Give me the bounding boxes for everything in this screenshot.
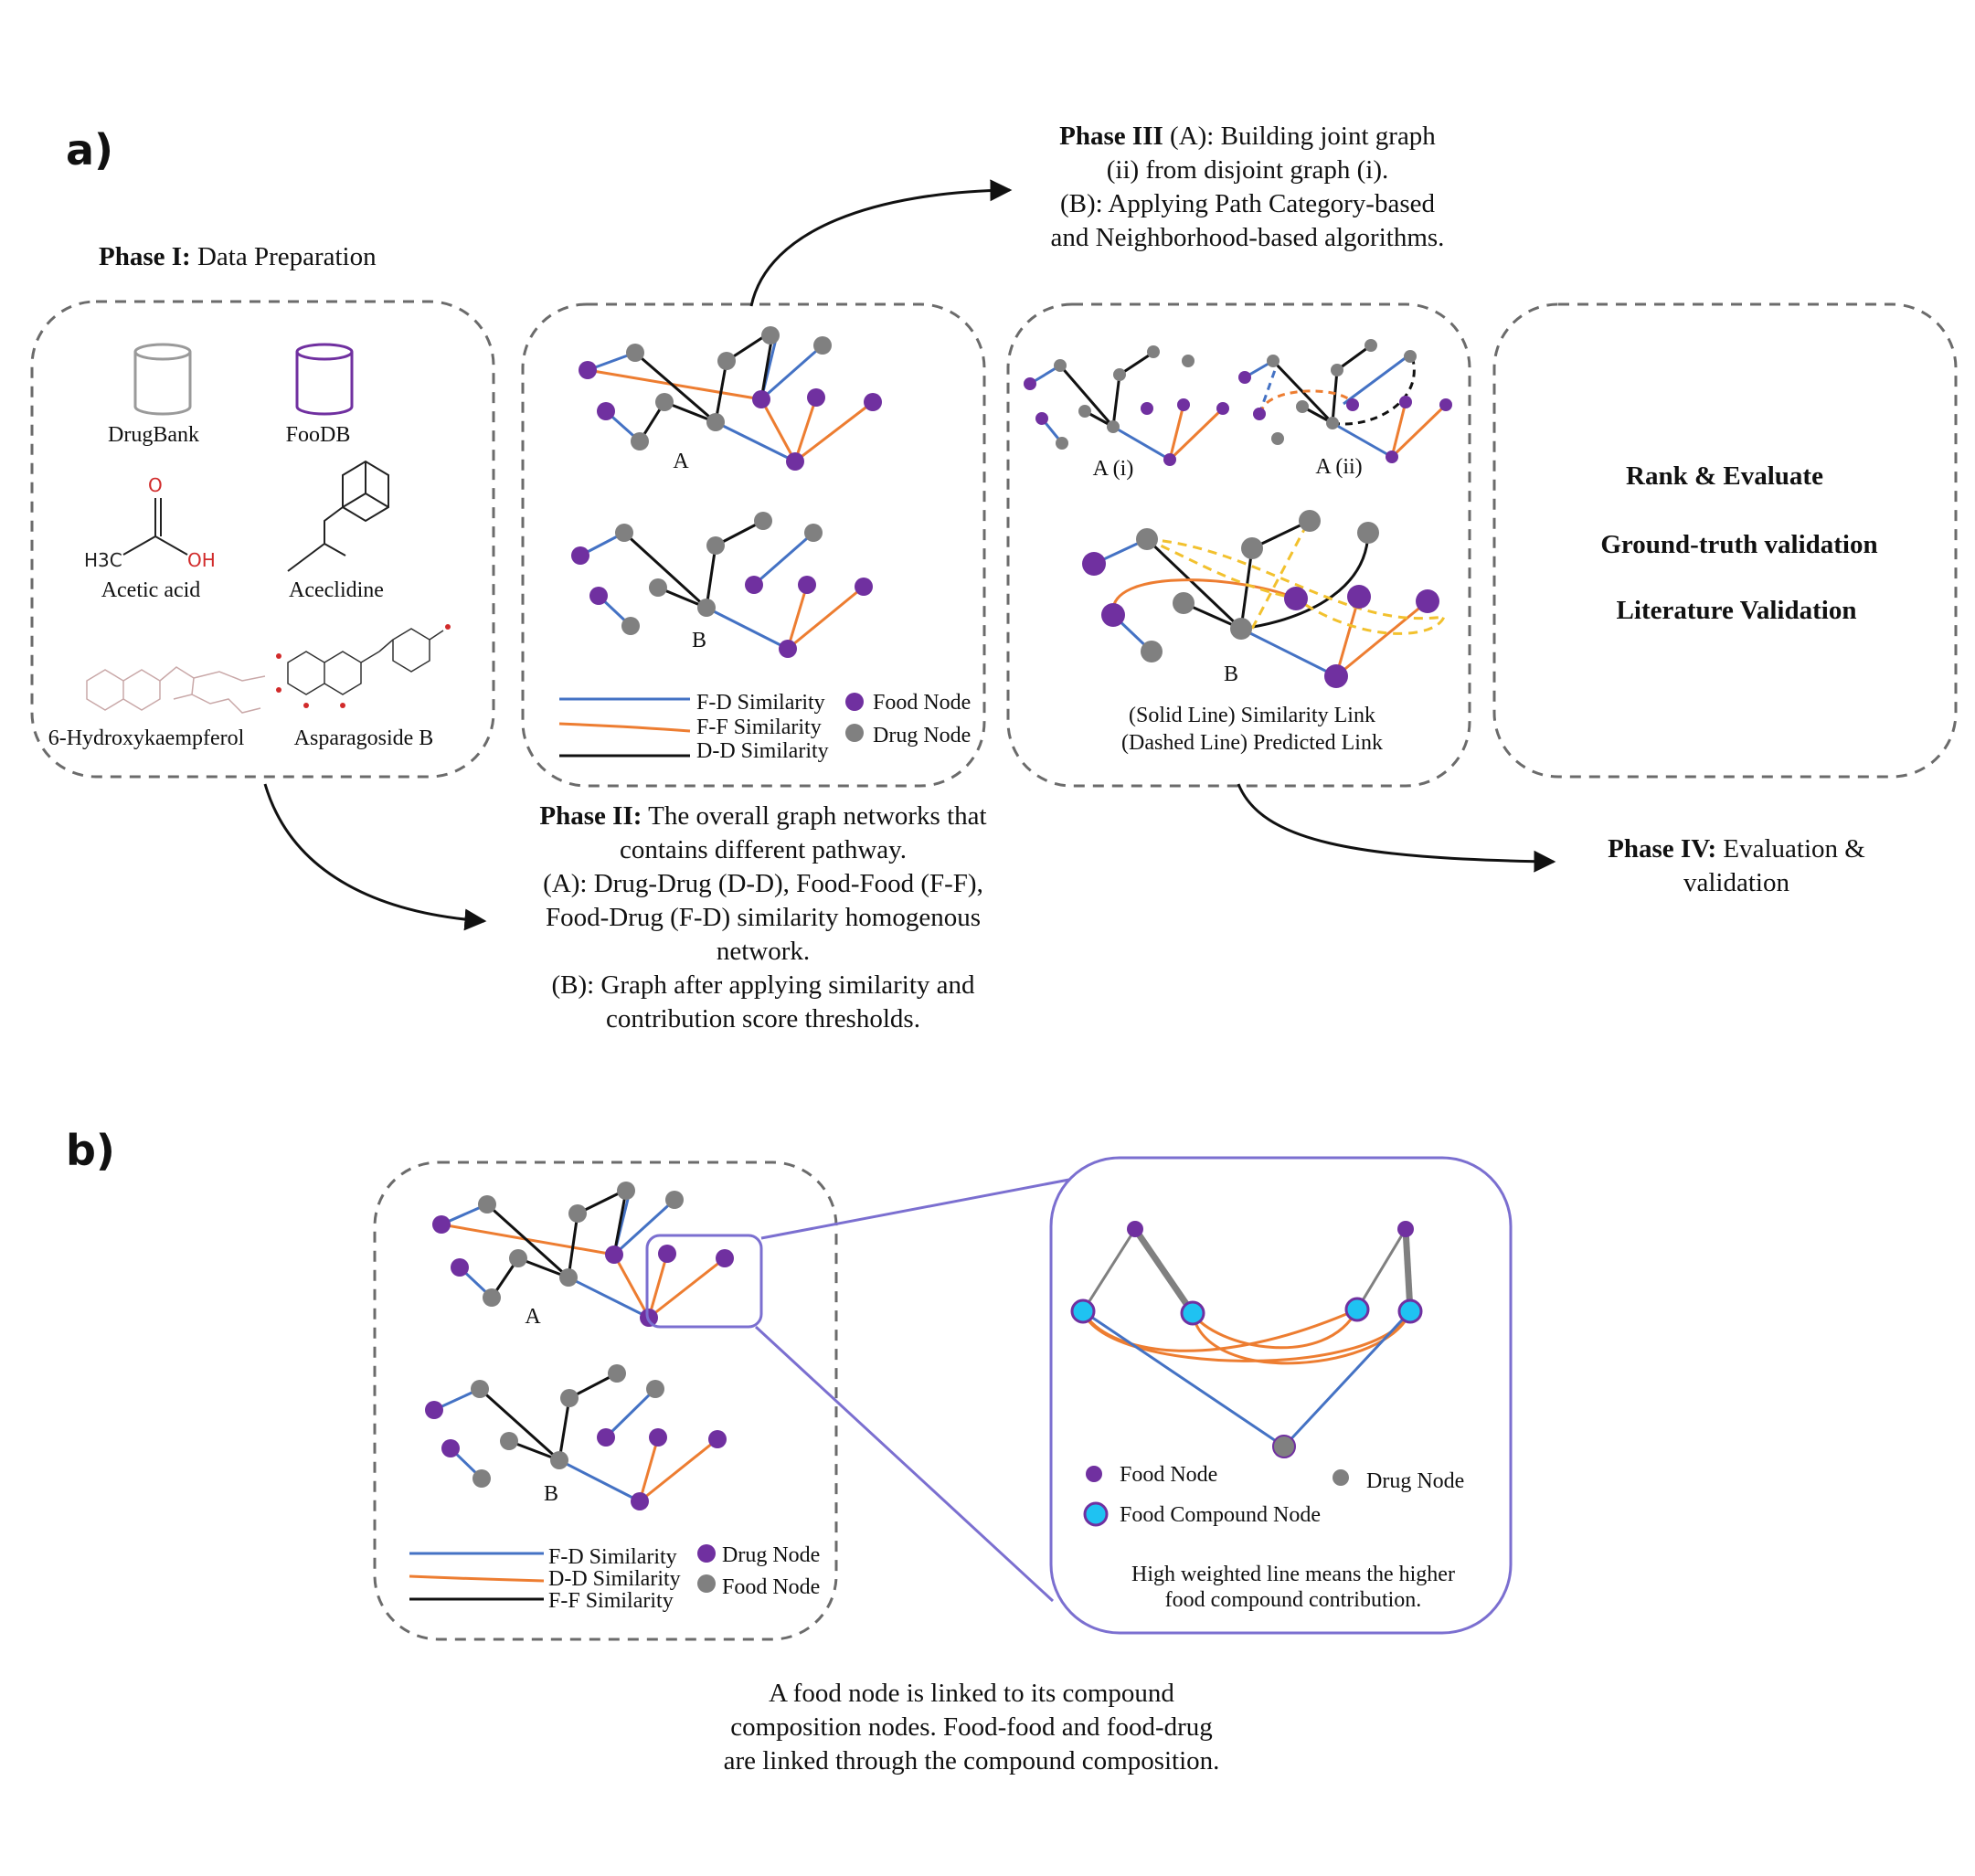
- phase2-graph-a-label: A: [673, 450, 689, 473]
- phase2-graph-b-nodes: [571, 512, 873, 658]
- panel-b-legend-drug: Drug Node: [722, 1543, 820, 1567]
- hydroxykaempferol-label: 6-Hydroxykaempferol: [48, 726, 245, 750]
- zoom-connector-top: [760, 1177, 1075, 1240]
- phase2-legend: F-D Similarity F-F Similarity D-D Simila…: [558, 691, 971, 763]
- aceclidine-label: Aceclidine: [289, 578, 384, 602]
- panel-b-caption: A food node is linked to its compound co…: [724, 1679, 1220, 1775]
- phase1-box: [30, 300, 495, 779]
- phase3-legend-dashed: (Dashed Line) Predicted Link: [1121, 731, 1383, 755]
- acetic-acid-label: Acetic acid: [101, 578, 201, 602]
- arrow-phase3-to-phase4: [1237, 783, 1556, 873]
- svg-text:Phase II: The overall graph ne: Phase II: The overall graph networks tha…: [539, 801, 986, 831]
- zoom-connector-bottom: [754, 1325, 1055, 1603]
- zoom-legend-drug: Drug Node: [1366, 1469, 1464, 1493]
- zoom-detail-box: [1049, 1156, 1513, 1635]
- panel-b-label: b): [66, 1126, 115, 1175]
- zoom-selection-frame: [645, 1234, 763, 1329]
- phase4-box: [1492, 302, 1958, 779]
- phase2-legend-ff: F-F Similarity: [696, 715, 822, 739]
- phase2-legend-fd: F-D Similarity: [696, 691, 825, 715]
- panel-b-legend-fd: F-D Similarity: [548, 1545, 677, 1569]
- svg-text:(B): Applying Path Category-ba: (B): Applying Path Category-based: [1060, 189, 1435, 218]
- svg-text:validation: validation: [1683, 868, 1789, 897]
- svg-text:H3C: H3C: [84, 549, 122, 571]
- svg-text:Phase IV: Evaluation &: Phase IV: Evaluation &: [1608, 834, 1865, 864]
- svg-text:Food-Drug (F-D) similarity hom: Food-Drug (F-D) similarity homogenous: [546, 903, 981, 932]
- svg-text:network.: network.: [717, 937, 810, 966]
- phase3-title: Phase III (A): Building joint graph (ii)…: [1051, 122, 1445, 252]
- panel-b-graph-b-label: B: [544, 1482, 558, 1506]
- zoom-legend: Food Node Drug Node Food Compound Node H…: [1083, 1463, 1464, 1612]
- ground-truth-text: Ground-truth validation: [1600, 530, 1877, 559]
- zoom-note-line1: High weighted line means the higher: [1131, 1563, 1455, 1586]
- panel-b-legend-ff: F-F Similarity: [548, 1589, 674, 1613]
- panel-a-label: a): [66, 125, 113, 175]
- svg-text:and Neighborhood-based algorit: and Neighborhood-based algorithms.: [1051, 223, 1445, 252]
- svg-text:(B): Graph after applying simi: (B): Graph after applying similarity and: [551, 970, 975, 1000]
- zoom-graph-nodes: [1070, 1221, 1423, 1458]
- zoom-legend-food: Food Node: [1120, 1463, 1217, 1487]
- svg-text:O: O: [148, 474, 163, 496]
- phase3-graph-b-nodes: [1082, 510, 1439, 688]
- svg-text:contribution score thresholds.: contribution score thresholds.: [606, 1004, 920, 1033]
- drugbank-label: DrugBank: [108, 423, 199, 447]
- phase2-legend-food: Food Node: [873, 691, 971, 715]
- phase3-box: [1006, 302, 1471, 788]
- phase3-graph-aii-nodes: [1238, 339, 1452, 463]
- panel-b-legend-food: Food Node: [722, 1575, 820, 1599]
- svg-text:(A): Drug-Drug (D-D), Food-Foo: (A): Drug-Drug (D-D), Food-Food (F-F),: [543, 869, 983, 898]
- acetic-acid-structure-icon: H3C O OH: [84, 474, 216, 571]
- literature-validation-text: Literature Validation: [1617, 596, 1857, 625]
- zoom-legend-compound: Food Compound Node: [1120, 1503, 1321, 1527]
- svg-text:A food node is linked to its c: A food node is linked to its compound: [769, 1679, 1174, 1708]
- phase4-caption: Phase IV: Evaluation & validation: [1608, 834, 1865, 897]
- rank-evaluate-text: Rank & Evaluate: [1626, 461, 1823, 491]
- svg-text:contains different pathway.: contains different pathway.: [620, 835, 907, 864]
- panel-b-graph-a-nodes: [432, 1182, 734, 1327]
- arrow-phase2-to-phase3: [749, 179, 1013, 307]
- phase3-legend-solid: (Solid Line) Similarity Link: [1129, 704, 1375, 727]
- panel-b-graph-a: [441, 1187, 726, 1320]
- phase2-legend-dd: D-D Similarity: [696, 739, 829, 763]
- svg-text:composition nodes. Food-food a: composition nodes. Food-food and food-dr…: [730, 1712, 1213, 1742]
- panel-b-legend: F-D Similarity D-D Similarity F-F Simila…: [409, 1543, 820, 1613]
- phase2-box: [521, 302, 986, 788]
- zoom-graph: [1081, 1227, 1414, 1448]
- drugbank-cylinder-icon: [133, 343, 192, 416]
- phase1-title: Phase I: Data Preparation: [99, 242, 377, 271]
- phase3-graph-aii-label: A (ii): [1315, 455, 1362, 479]
- foodb-label: FooDB: [286, 423, 351, 447]
- phase3-graph-ai-label: A (i): [1093, 457, 1134, 481]
- aceclidine-structure-icon: [287, 460, 389, 572]
- phase2-graph-b-label: B: [692, 629, 706, 652]
- panel-b-graph-a-label: A: [525, 1305, 541, 1329]
- phase2-graph-b: [579, 519, 865, 651]
- phase2-caption: Phase II: The overall graph networks tha…: [539, 801, 986, 1033]
- zoom-note-line2: food compound contribution.: [1165, 1588, 1422, 1612]
- asparagoside-structure-icon: [276, 624, 451, 708]
- panel-b-graph-b-nodes: [425, 1364, 727, 1510]
- svg-text:OH: OH: [187, 549, 216, 571]
- phase3-graph-b-label: B: [1224, 662, 1238, 686]
- foodb-cylinder-icon: [295, 343, 354, 416]
- phase2-graph-a-nodes: [579, 326, 882, 471]
- asparagoside-label: Asparagoside B: [294, 726, 434, 750]
- phase2-legend-drug: Drug Node: [873, 724, 971, 747]
- svg-text:Phase III (A): Building joint: Phase III (A): Building joint graph: [1059, 122, 1436, 151]
- arrow-phase1-to-phase2: [263, 783, 487, 931]
- svg-text:(ii) from disjoint graph (i).: (ii) from disjoint graph (i).: [1107, 155, 1388, 185]
- panel-b-legend-dd: D-D Similarity: [548, 1567, 681, 1591]
- hydroxykaempferol-structure-icon: [86, 666, 266, 714]
- phase3-graph-ai-nodes: [1024, 345, 1229, 466]
- svg-text:are linked through the compoun: are linked through the compound composit…: [724, 1746, 1220, 1775]
